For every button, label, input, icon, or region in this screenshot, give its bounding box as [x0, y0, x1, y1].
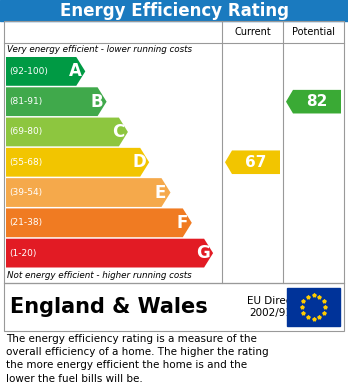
Polygon shape [6, 118, 128, 146]
Text: (92-100): (92-100) [9, 67, 48, 76]
Text: Current: Current [234, 27, 271, 37]
Bar [0, 0, 348, 21]
Text: Very energy efficient - lower running costs: Very energy efficient - lower running co… [7, 45, 192, 54]
Text: C: C [112, 123, 124, 141]
Text: F: F [176, 214, 188, 232]
Text: Energy Efficiency Rating: Energy Efficiency Rating [60, 2, 288, 20]
Text: G: G [196, 244, 210, 262]
Text: Not energy efficient - higher running costs: Not energy efficient - higher running co… [7, 271, 192, 280]
Bar [287, 288, 340, 326]
Text: D: D [132, 153, 146, 171]
Polygon shape [6, 178, 171, 207]
Text: Potential: Potential [292, 27, 335, 37]
Text: 82: 82 [306, 94, 327, 109]
Text: The energy efficiency rating is a measure of the
overall efficiency of a home. T: The energy efficiency rating is a measur… [6, 334, 269, 384]
Text: (69-80): (69-80) [9, 127, 42, 136]
Polygon shape [6, 239, 213, 267]
Bar [4, 283, 344, 331]
Text: 67: 67 [245, 155, 266, 170]
Text: EU Directive
2002/91/EC: EU Directive 2002/91/EC [247, 296, 311, 318]
Text: B: B [90, 93, 103, 111]
Polygon shape [6, 148, 149, 177]
Polygon shape [6, 208, 192, 237]
Text: E: E [155, 183, 166, 201]
Text: (1-20): (1-20) [9, 249, 37, 258]
Text: (55-68): (55-68) [9, 158, 42, 167]
Text: (81-91): (81-91) [9, 97, 42, 106]
Text: England & Wales: England & Wales [10, 297, 208, 317]
Text: (39-54): (39-54) [9, 188, 42, 197]
Polygon shape [286, 90, 341, 113]
Bar [4, 21, 344, 283]
Text: A: A [69, 63, 82, 81]
Text: (21-38): (21-38) [9, 218, 42, 227]
Polygon shape [6, 87, 106, 116]
Polygon shape [6, 57, 85, 86]
Polygon shape [225, 151, 280, 174]
